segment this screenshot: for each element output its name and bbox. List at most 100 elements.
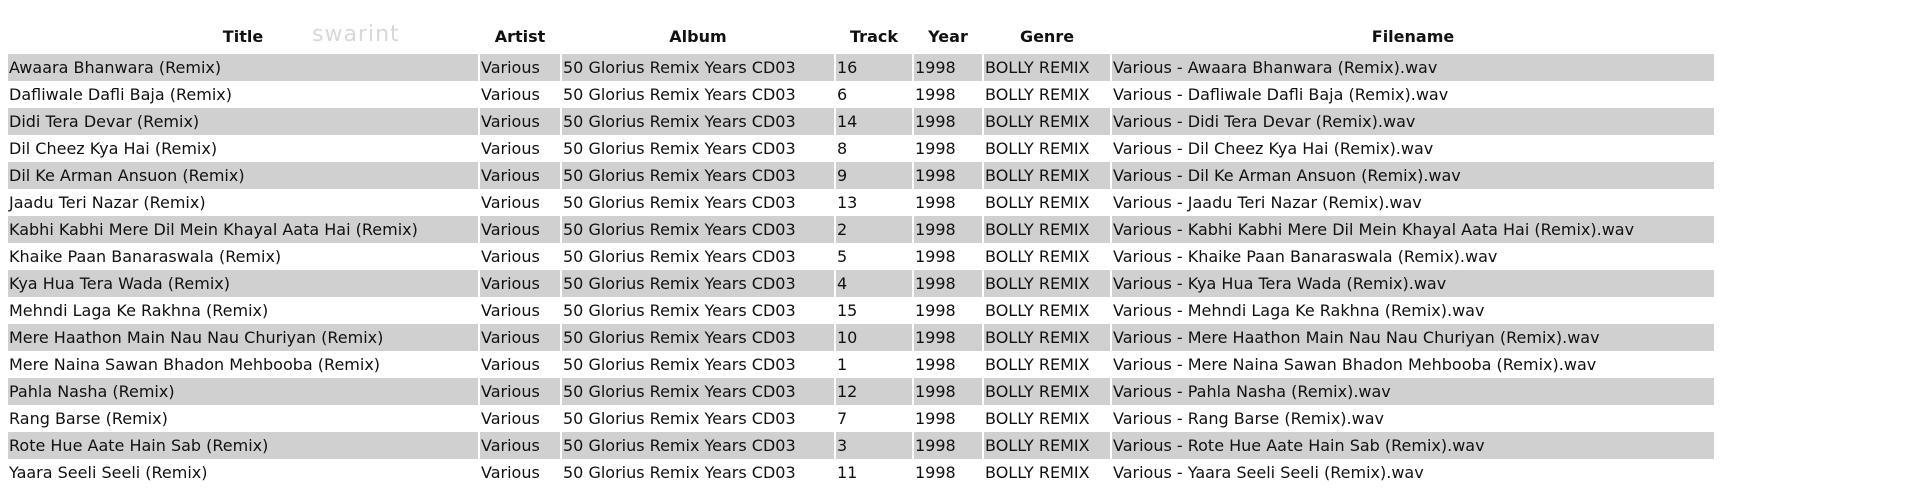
table-cell: 1998 [915,409,956,428]
column-header[interactable]: Genre [1019,26,1075,46]
table-cell: 1998 [915,193,956,212]
table-cell: 50 Glorius Remix Years CD03 [563,355,796,374]
table-row[interactable]: Kabhi Kabhi Mere Dil Mein Khayal Aata Ha… [8,216,1714,243]
table-cell: BOLLY REMIX [984,270,1110,297]
table-cell: Various [481,355,540,374]
table-cell: Various - Rang Barse (Remix).wav [1113,409,1384,428]
table-cell: 1998 [915,355,956,374]
table-cell: 1998 [915,139,956,158]
table-cell: BOLLY REMIX [985,85,1090,104]
table-cell: 1998 [914,108,982,135]
table-cell: Various [480,270,560,297]
table-cell: Rote Hue Aate Hain Sab (Remix) [8,432,478,459]
table-row[interactable]: Rote Hue Aate Hain Sab (Remix) Various 50 … [8,432,1714,459]
table-row[interactable]: Dil Ke Arman Ansuon (Remix) Various 50 Glo… [8,162,1714,189]
table-row[interactable]: Awaara Bhanwara (Remix) Various 50 Glorius… [8,54,1714,81]
table-cell: 50 Glorius Remix Years CD03 [562,270,834,297]
table-cell: Mere Haathon Main Nau Nau Churiyan (Remi… [8,324,478,351]
table-cell: BOLLY REMIX [985,247,1090,266]
table-cell: 5 [837,247,848,266]
table-cell: Didi Tera Devar (Remix) [8,108,478,135]
table-cell: BOLLY REMIX [984,324,1110,351]
table-cell: Various - Dil Cheez Kya Hai (Remix).wav [1113,139,1434,158]
table-row[interactable]: Mere Haathon Main Nau Nau Churiyan (Remi… [8,324,1714,351]
table-cell: 1 [837,355,848,374]
table-cell: Various [480,378,560,405]
table-cell: Dil Cheez Kya Hai (Remix) [9,139,218,158]
table-cell: Various [481,193,540,212]
column-header[interactable]: Track [850,26,898,46]
table-row[interactable]: Kya Hua Tera Wada (Remix) Various 50 Glori… [8,270,1714,297]
table-cell: 50 Glorius Remix Years CD03 [563,301,796,320]
table-row[interactable]: Pahla Nasha (Remix) Various 50 Glorius Rem… [8,378,1714,405]
table-row[interactable]: Didi Tera Devar (Remix) Various 50 Glorius… [8,108,1714,135]
table-cell: 6 [837,85,848,104]
table-cell: 50 Glorius Remix Years CD03 [562,162,834,189]
table-cell: BOLLY REMIX [984,54,1110,81]
track-table: Title Artist Album Track Year Genre Filename A… [6,18,1716,486]
table-cell: Kya Hua Tera Wada (Remix) [8,270,478,297]
table-cell: Jaadu Teri Nazar (Remix) [9,193,206,212]
table-cell: Various - Dil Ke Arman Ansuon (Remix).wa… [1112,162,1714,189]
table-cell: BOLLY REMIX [985,409,1090,428]
table-cell: Awaara Bhanwara (Remix) [8,54,478,81]
table-cell: 1998 [914,216,982,243]
column-header[interactable]: Artist [494,26,546,46]
table-cell: 50 Glorius Remix Years CD03 [563,247,796,266]
table-body: Awaara Bhanwara (Remix) Various 50 Glorius… [8,54,1714,486]
table-cell: BOLLY REMIX [985,463,1090,482]
table-cell: 16 [836,54,912,81]
table-cell: BOLLY REMIX [985,355,1090,374]
table-cell: Various [480,54,560,81]
table-cell: 7 [837,409,848,428]
table-cell: 15 [837,301,858,320]
table-cell: 50 Glorius Remix Years CD03 [563,409,796,428]
table-row[interactable]: Dafliwale Dafli Baja (Remix) Various 50 Gl… [8,81,1714,108]
table-row[interactable]: Rang Barse (Remix) Various 50 Glorius Remi… [8,405,1714,432]
table-cell: Various - Dafliwale Dafli Baja (Remix).w… [1113,85,1449,104]
table-cell: Kabhi Kabhi Mere Dil Mein Khayal Aata Ha… [8,216,478,243]
table-cell: 12 [836,378,912,405]
table-cell: Various - Mehndi Laga Ke Rakhna (Remix).… [1113,301,1485,320]
table-cell: 50 Glorius Remix Years CD03 [562,108,834,135]
table-row[interactable]: Khaike Paan Banaraswala (Remix) Various 50… [8,243,1714,270]
table-cell: 1998 [914,324,982,351]
table-cell: BOLLY REMIX [984,108,1110,135]
table-cell: Dafliwale Dafli Baja (Remix) [9,85,232,104]
table-cell: 2 [836,216,912,243]
table-cell: BOLLY REMIX [985,139,1090,158]
table-cell: Various [480,324,560,351]
table-cell: 1998 [914,162,982,189]
table-cell: 50 Glorius Remix Years CD03 [562,216,834,243]
column-header[interactable]: Filename [1371,26,1455,46]
table-cell: Rang Barse (Remix) [9,409,168,428]
table-cell: Various [481,463,540,482]
table-cell: 1998 [915,247,956,266]
table-cell: Various - Mere Haathon Main Nau Nau Chur… [1112,324,1714,351]
table-cell: 4 [836,270,912,297]
table-cell: Various - Khaike Paan Banaraswala (Remix… [1113,247,1498,266]
table-cell: 14 [836,108,912,135]
table-row[interactable]: Mere Naina Sawan Bhadon Mehbooba (Remix)… [8,351,1714,378]
table-cell: Various [481,139,540,158]
table-cell: 50 Glorius Remix Years CD03 [562,432,834,459]
table-cell: Dil Ke Arman Ansuon (Remix) [8,162,478,189]
column-header[interactable]: Year [928,26,968,46]
table-row[interactable]: Mehndi Laga Ke Rakhna (Remix) Various 50 G… [8,297,1714,324]
table-cell: BOLLY REMIX [985,193,1090,212]
table-row[interactable]: Jaadu Teri Nazar (Remix) Various 50 Gloriu… [8,189,1714,216]
table-cell: 1998 [915,85,956,104]
column-header[interactable]: Album [669,26,727,46]
table-row[interactable]: Yaara Seeli Seeli (Remix) Various 50 Glori… [8,459,1714,486]
table-cell: 50 Glorius Remix Years CD03 [563,139,796,158]
table-cell: Various [481,301,540,320]
column-header[interactable]: Title [222,26,264,46]
table-cell: Mere Naina Sawan Bhadon Mehbooba (Remix) [9,355,381,374]
table-cell: 1998 [915,301,956,320]
table-row[interactable]: Dil Cheez Kya Hai (Remix) Various 50 Glori… [8,135,1714,162]
table-cell: Various - Mere Naina Sawan Bhadon Mehboo… [1113,355,1597,374]
watermark: swarint [312,22,400,47]
table-cell: Various [480,108,560,135]
table-cell: Khaike Paan Banaraswala (Remix) [9,247,282,266]
